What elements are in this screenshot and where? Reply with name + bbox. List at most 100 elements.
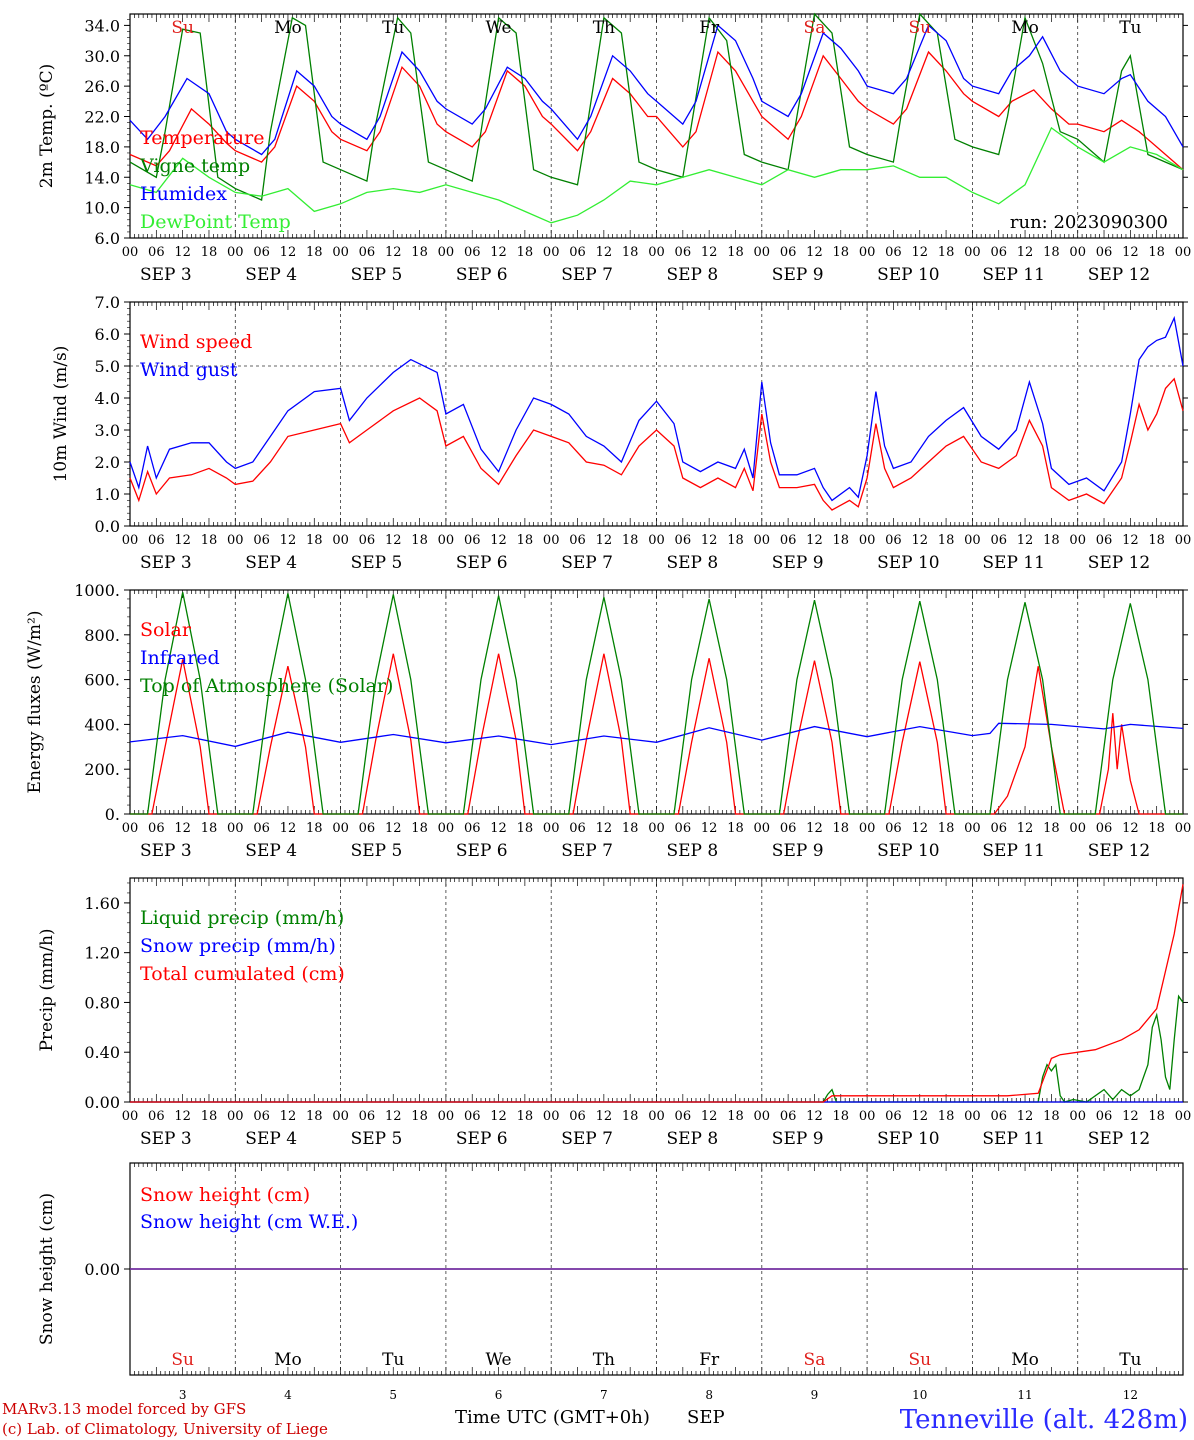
date-label: SEP 5 bbox=[351, 841, 403, 861]
hour-tick-label: 18 bbox=[411, 821, 428, 836]
hour-tick-label: 00 bbox=[754, 245, 771, 260]
weekday-label: Su bbox=[908, 1350, 931, 1370]
hour-tick-label: 12 bbox=[490, 821, 507, 836]
hour-tick-label: 12 bbox=[385, 245, 402, 260]
hour-tick-label: 18 bbox=[201, 533, 218, 548]
hour-tick-label: 00 bbox=[438, 245, 455, 260]
y-tick-label: 34.0 bbox=[84, 16, 120, 35]
hour-tick-label: 12 bbox=[174, 821, 191, 836]
y-tick-label: 4.0 bbox=[95, 389, 120, 408]
hour-tick-label: 06 bbox=[780, 245, 797, 260]
hour-tick-label: 00 bbox=[332, 533, 349, 548]
hour-tick-label: 00 bbox=[754, 533, 771, 548]
date-label: SEP 6 bbox=[456, 553, 508, 573]
plot-frame bbox=[129, 301, 1184, 527]
hour-tick-label: 18 bbox=[622, 821, 639, 836]
hour-tick-label: 06 bbox=[253, 533, 270, 548]
legend-entry: Total cumulated (cm) bbox=[140, 963, 345, 985]
series-wind-gust-line bbox=[129, 315, 1184, 502]
y-tick-label: 1.60 bbox=[84, 894, 120, 913]
series-temperature-line bbox=[129, 50, 1184, 171]
hour-tick-label: 06 bbox=[990, 245, 1007, 260]
hour-tick-label: 00 bbox=[543, 821, 560, 836]
hour-tick-label: 00 bbox=[648, 1109, 665, 1124]
hour-tick-label: 00 bbox=[1069, 1109, 1086, 1124]
hour-tick-label: 06 bbox=[359, 1109, 376, 1124]
hour-tick-label: 06 bbox=[885, 1109, 902, 1124]
hour-tick-label: 18 bbox=[201, 821, 218, 836]
date-label: SEP 8 bbox=[667, 841, 719, 861]
weekday-label: Su bbox=[171, 1350, 194, 1370]
weekday-label: Su bbox=[171, 18, 194, 38]
hour-tick-label: 12 bbox=[1017, 1109, 1034, 1124]
hour-tick-label: 00 bbox=[964, 1109, 981, 1124]
weekday-label: Tu bbox=[1119, 18, 1141, 38]
legend-entry: Wind gust bbox=[140, 359, 238, 381]
hour-tick-label: 12 bbox=[280, 245, 297, 260]
station-title: Tenneville (alt. 428m) bbox=[900, 1405, 1188, 1435]
y-axis-label: 2m Temp. (ºC) bbox=[37, 64, 57, 189]
y-tick-label: 5.0 bbox=[95, 357, 120, 376]
hour-tick-label: 06 bbox=[675, 245, 692, 260]
date-label: SEP 9 bbox=[772, 553, 824, 573]
date-label: SEP 8 bbox=[667, 265, 719, 285]
weekday-label: Sa bbox=[804, 1350, 826, 1370]
weekday-label: Sa bbox=[804, 18, 826, 38]
hour-tick-label: 00 bbox=[859, 821, 876, 836]
legend-entry: Vigne temp bbox=[139, 155, 250, 177]
y-axis-label: Energy fluxes (W/m²) bbox=[25, 611, 45, 794]
hour-tick-label: 06 bbox=[885, 245, 902, 260]
hour-tick-label: 06 bbox=[464, 1109, 481, 1124]
hour-tick-label: 06 bbox=[148, 821, 165, 836]
legend-entry: Snow precip (mm/h) bbox=[140, 935, 336, 957]
hour-tick-label: 18 bbox=[1148, 1109, 1165, 1124]
legend-entry: DewPoint Temp bbox=[140, 211, 291, 233]
plot-frame bbox=[129, 589, 1184, 815]
hour-tick-label: 00 bbox=[859, 245, 876, 260]
date-label: SEP 6 bbox=[456, 841, 508, 861]
hour-tick-label: 06 bbox=[990, 533, 1007, 548]
hour-tick-label: 06 bbox=[780, 1109, 797, 1124]
y-tick-label: 2.0 bbox=[95, 453, 120, 472]
hour-tick-label: 06 bbox=[253, 1109, 270, 1124]
hour-tick-label: 18 bbox=[411, 533, 428, 548]
legend-entry: Humidex bbox=[140, 183, 227, 205]
panel-3: 0. 200. 400. 600. 800. 1000. Energy fluxes (W/… bbox=[25, 581, 1191, 861]
date-label: SEP 11 bbox=[982, 265, 1045, 285]
date-label: SEP 3 bbox=[140, 265, 192, 285]
hour-tick-label: 12 bbox=[280, 533, 297, 548]
hour-tick-label: 18 bbox=[517, 245, 534, 260]
hour-tick-label: 00 bbox=[227, 245, 244, 260]
date-label: SEP 6 bbox=[456, 1129, 508, 1149]
legend-entry: Snow height (cm W.E.) bbox=[140, 1211, 358, 1233]
hour-tick-label: 12 bbox=[911, 245, 928, 260]
hour-tick-label: 12 bbox=[174, 533, 191, 548]
hour-tick-label: 00 bbox=[332, 245, 349, 260]
day-number-label: 5 bbox=[389, 1388, 397, 1402]
date-label: SEP 12 bbox=[1088, 553, 1151, 573]
hour-tick-label: 06 bbox=[569, 821, 586, 836]
hour-tick-label: 18 bbox=[727, 1109, 744, 1124]
hour-tick-label: 06 bbox=[569, 245, 586, 260]
hour-tick-label: 12 bbox=[280, 1109, 297, 1124]
plot-frame bbox=[129, 13, 1184, 239]
hour-tick-label: 00 bbox=[438, 821, 455, 836]
y-tick-label: 18.0 bbox=[84, 138, 120, 157]
weekday-label: Th bbox=[593, 18, 615, 38]
hour-tick-label: 00 bbox=[964, 821, 981, 836]
hour-tick-label: 06 bbox=[885, 821, 902, 836]
hour-tick-label: 00 bbox=[543, 245, 560, 260]
x-axis-title: Time UTC (GMT+0h) bbox=[455, 1407, 650, 1428]
date-label: SEP 10 bbox=[877, 1129, 940, 1149]
hour-tick-label: 12 bbox=[385, 533, 402, 548]
panel-4: 0.00 0.40 0.80 1.20 1.60 Precip (mm/h) Liquid … bbox=[37, 877, 1191, 1149]
hour-tick-label: 12 bbox=[806, 245, 823, 260]
hour-tick-label: 06 bbox=[148, 533, 165, 548]
date-label: SEP 8 bbox=[667, 1129, 719, 1149]
hour-tick-label: 12 bbox=[911, 821, 928, 836]
hour-tick-label: 00 bbox=[332, 1109, 349, 1124]
hour-tick-label: 18 bbox=[1043, 245, 1060, 260]
y-tick-label: 7.0 bbox=[95, 293, 120, 312]
run-label: run: 2023090300 bbox=[1010, 212, 1168, 233]
date-label: SEP 10 bbox=[877, 265, 940, 285]
